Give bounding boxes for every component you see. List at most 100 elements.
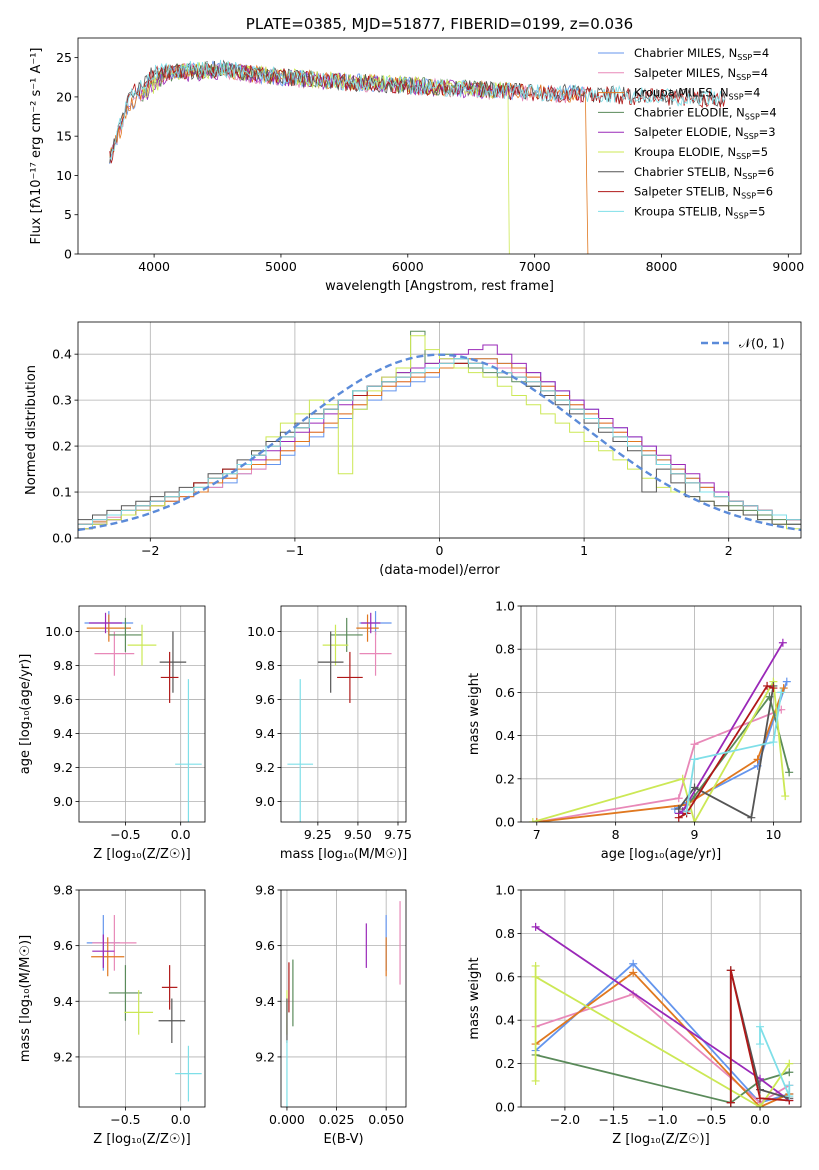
chart-title: PLATE=0385, MJD=51877, FIBERID=0199, z=0… xyxy=(246,15,633,33)
y-tick-label: 9.8 xyxy=(255,658,275,673)
y-tick-label: 5 xyxy=(64,207,72,222)
weight-marker xyxy=(690,740,699,749)
weight-marker xyxy=(763,681,772,690)
legend-label: Chabrier ELODIE, NSSP=4 xyxy=(634,105,777,121)
y-tick-label: 9.6 xyxy=(255,938,275,953)
error-cross-3 xyxy=(91,937,125,977)
y-tick-label: 0.8 xyxy=(495,926,515,941)
y-tick-label: 9.2 xyxy=(255,760,275,775)
plot-area xyxy=(78,330,801,532)
y-tick-label: 9.6 xyxy=(255,692,275,707)
x-tick-label: 9 xyxy=(691,827,699,842)
x-axis-label: E(B-V) xyxy=(323,1132,363,1147)
normal-curve xyxy=(78,353,801,532)
y-tick-label: 0.6 xyxy=(495,685,515,700)
y-tick-label: 9.2 xyxy=(53,760,73,775)
axes-frame xyxy=(520,605,802,823)
panel-weight-vs-age: 7 8 9 10 0.0 0.2 0.4 0.6 0.8 1.0 age [log₁₀(age/yr… xyxy=(467,599,802,862)
weight-marker xyxy=(531,961,540,970)
y-tick-label: 15 xyxy=(56,129,72,144)
weight-marker xyxy=(531,972,540,981)
weight-marker xyxy=(674,813,683,822)
y-tick-label: 1.0 xyxy=(495,599,515,614)
plot-area xyxy=(287,611,392,822)
weight-marker xyxy=(779,684,788,693)
legend-label: Salpeter MILES, NSSP=4 xyxy=(634,66,768,82)
y-tick-label: 0.4 xyxy=(495,728,515,743)
y-tick-label: 20 xyxy=(56,89,72,104)
weight-marker xyxy=(532,818,541,822)
weight-marker xyxy=(781,792,790,801)
error-cross-5 xyxy=(92,934,115,968)
weight-marker xyxy=(690,755,699,764)
error-cross-5 xyxy=(361,612,381,634)
y-axis-label: mass [log₁₀(M/M☉)] xyxy=(18,935,33,1062)
legend-label: Kroupa MILES, NSSP=4 xyxy=(634,86,760,102)
y-tick-label: 9.4 xyxy=(53,726,73,741)
plot-area xyxy=(109,59,726,254)
axes-frame xyxy=(77,321,802,539)
y-tick-label: 0.3 xyxy=(52,393,72,408)
error-cross-9 xyxy=(287,679,314,822)
y-tick-label: 1.0 xyxy=(495,883,515,898)
weight-marker xyxy=(674,805,683,814)
weight-marker xyxy=(690,818,699,822)
weight-marker xyxy=(690,783,699,792)
spectrum-series-6 xyxy=(141,62,510,254)
x-tick-label: 9000 xyxy=(772,259,804,274)
error-cross-3 xyxy=(356,614,379,642)
plot-area xyxy=(86,915,202,1102)
x-axis-label: Z [log₁₀(Z/Z☉)] xyxy=(612,1132,709,1147)
weight-marker xyxy=(778,638,787,647)
weight-marker xyxy=(678,774,687,783)
y-axis-label: mass weight xyxy=(467,673,482,755)
panel-age-vs-mass: 9.25 9.50 9.75 9.0 9.2 9.4 9.6 9.8 10.0 mass [log… xyxy=(247,605,412,862)
y-tick-label: 9.2 xyxy=(53,1049,73,1064)
axes-frame xyxy=(520,889,802,1108)
error-cross-2 xyxy=(359,631,392,676)
x-tick-label: 8000 xyxy=(646,259,678,274)
y-axis-label: mass weight xyxy=(467,957,482,1039)
weight-marker xyxy=(782,677,791,686)
x-tick-label: 8 xyxy=(612,827,620,842)
plot-area xyxy=(84,611,202,822)
panel-mass-vs-z: −0.5 0.0 9.2 9.4 9.6 9.8 Z [log₁₀(Z/Z☉)] mass [… xyxy=(18,883,206,1147)
x-tick-label: −0.5 xyxy=(110,1112,140,1127)
y-tick-label: 0.0 xyxy=(495,1100,515,1115)
weight-marker xyxy=(785,1068,794,1077)
spectrum-series-8 xyxy=(109,61,726,164)
weight-line-3 xyxy=(536,687,785,822)
y-tick-label: 0.2 xyxy=(495,1056,515,1071)
x-tick-label: 0.0 xyxy=(750,1112,770,1127)
x-tick-label: 9.75 xyxy=(384,827,412,842)
spectrum-series-7 xyxy=(109,59,726,163)
error-cross-7 xyxy=(159,631,187,693)
y-tick-label: 9.0 xyxy=(255,794,275,809)
x-tick-label: 6000 xyxy=(392,259,424,274)
y-axis-label: Normed distribution xyxy=(24,365,39,495)
x-tick-label: −2 xyxy=(141,543,159,558)
histogram-series-9 xyxy=(78,358,801,525)
y-tick-label: 9.8 xyxy=(53,883,73,898)
panel-spectrum: 4000 5000 6000 7000 8000 9000 0 5 10 15 20 25 wavele… xyxy=(29,37,804,294)
x-tick-label: 0.025 xyxy=(319,1112,355,1127)
y-tick-label: 9.4 xyxy=(255,994,275,1009)
x-tick-label: 1 xyxy=(580,543,588,558)
x-axis-label: wavelength [Angstrom, rest frame] xyxy=(325,279,554,294)
weight-line-2 xyxy=(536,708,782,822)
error-cross-6 xyxy=(124,990,154,1035)
weight-line-8 xyxy=(678,684,774,819)
y-tick-label: 9.6 xyxy=(53,938,73,953)
weight-marker xyxy=(785,1092,794,1101)
weight-marker xyxy=(682,807,691,816)
legend-label: Salpeter ELODIE, NSSP=3 xyxy=(634,125,776,141)
y-tick-label: 0 xyxy=(64,247,72,262)
error-cross-4 xyxy=(108,617,142,652)
weight-marker xyxy=(756,1022,765,1031)
y-tick-label: 9.4 xyxy=(255,726,275,741)
weight-marker xyxy=(785,1059,794,1068)
y-tick-label: 0.0 xyxy=(495,815,515,830)
y-tick-label: 10.0 xyxy=(45,624,73,639)
y-tick-label: 9.0 xyxy=(53,794,73,809)
weight-marker xyxy=(629,968,638,977)
